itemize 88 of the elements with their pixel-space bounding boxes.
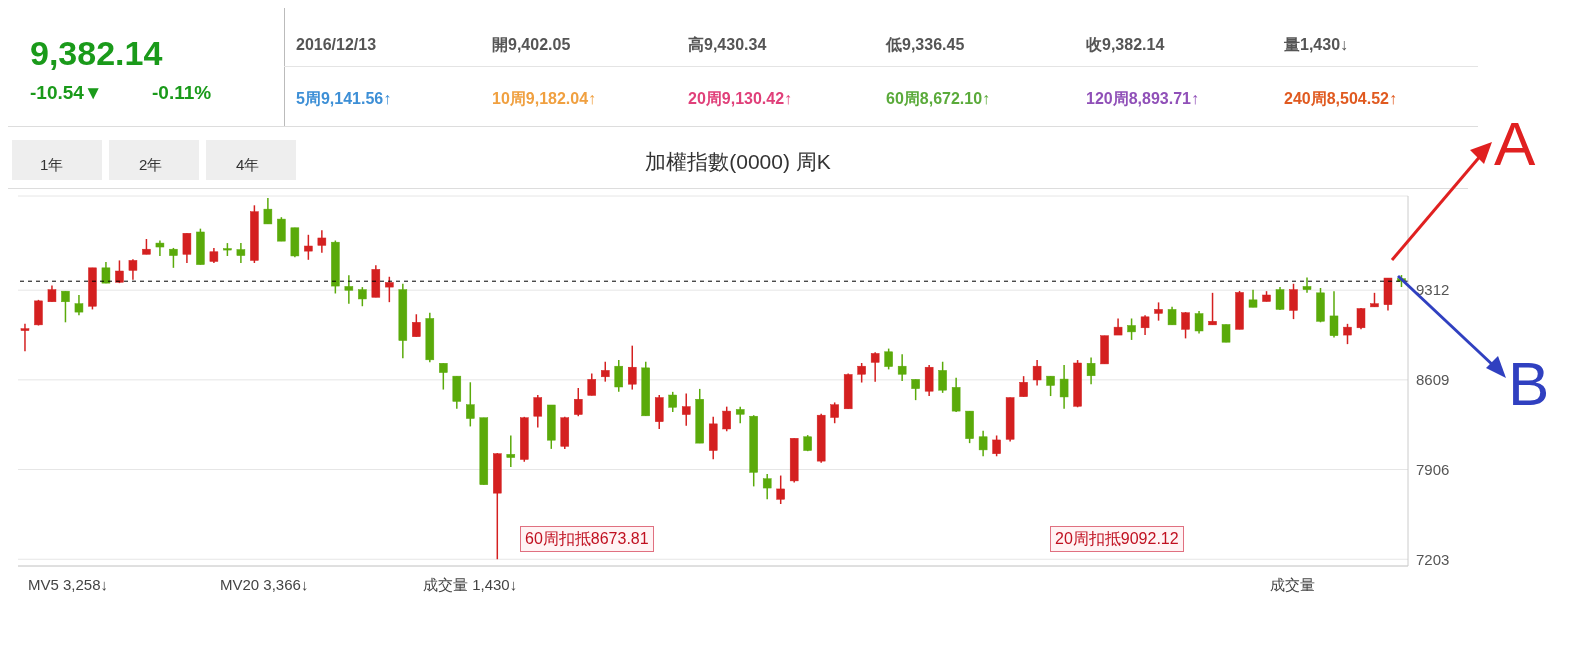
candlestick <box>74 294 84 317</box>
candlestick <box>1329 290 1339 339</box>
text: 成交量 1,430↓ <box>423 576 518 594</box>
candlestick <box>182 232 192 264</box>
candlestick <box>857 362 866 384</box>
text: 4年 <box>236 156 260 174</box>
candlestick <box>169 247 178 269</box>
candlestick <box>762 473 772 501</box>
candlestick <box>951 376 961 413</box>
candlestick <box>101 261 111 284</box>
text: A <box>1494 108 1536 180</box>
candlestick <box>911 378 920 401</box>
candlestick <box>1302 276 1312 294</box>
candlestick <box>884 347 893 371</box>
text: 10周9,182.04↑ <box>492 90 597 109</box>
text: 9,382.14 <box>30 34 163 74</box>
candlestick <box>681 392 691 427</box>
candlestick <box>870 351 880 383</box>
candlestick <box>128 258 138 281</box>
candlestick <box>1032 359 1042 387</box>
candlestick <box>924 364 934 397</box>
text: 20周9,130.42↑ <box>688 90 793 109</box>
y-tick-label: 7203 <box>1416 550 1450 568</box>
chart-title: 加權指數(0000) 周K <box>644 149 832 175</box>
annotation: 60周扣抵8673.81 <box>520 526 654 553</box>
candlestick <box>1127 317 1136 341</box>
text: 120周8,893.71↑ <box>1086 90 1199 109</box>
text: B <box>1508 348 1550 420</box>
candlestick <box>439 362 448 391</box>
candlestick <box>978 429 988 458</box>
text: -10.54▼ <box>30 82 103 104</box>
candlestick <box>412 313 421 338</box>
candlestick <box>236 242 246 264</box>
candlestick <box>466 381 475 428</box>
candlestick <box>263 197 273 225</box>
candlestick <box>1194 310 1204 335</box>
text: 1年 <box>40 156 64 174</box>
text: 收9,382.14 <box>1086 36 1165 55</box>
text: -0.11% <box>152 82 212 104</box>
candlestick <box>1154 301 1163 322</box>
y-tick-label: 7906 <box>1416 460 1450 478</box>
y-tick-label: 8609 <box>1416 371 1450 389</box>
text: 高9,430.34 <box>688 36 767 55</box>
annotation: 20周扣抵9092.12 <box>1050 526 1184 553</box>
candlestick <box>34 299 43 327</box>
text: 低9,336.45 <box>886 36 965 55</box>
candlestick <box>506 434 516 468</box>
candlestick <box>344 274 354 305</box>
candlestick <box>1208 292 1217 326</box>
candlestick <box>614 359 624 393</box>
candlestick <box>61 290 70 324</box>
candlestick <box>587 372 597 397</box>
candlestick <box>830 401 839 424</box>
text: MV5 3,258↓ <box>28 576 109 594</box>
candlestick <box>897 353 907 382</box>
candlestick <box>992 434 1001 458</box>
candlestick <box>277 216 286 242</box>
text: MV20 3,366↓ <box>220 576 309 594</box>
candlestick <box>776 474 785 505</box>
candlestick <box>574 387 583 417</box>
candlestick <box>304 234 313 261</box>
candlestick <box>1059 364 1069 410</box>
text: 2年 <box>139 156 163 174</box>
candlestick <box>1086 356 1096 385</box>
text: 240周8,504.52↑ <box>1284 90 1397 109</box>
candlestick <box>938 360 947 394</box>
text: 2016/12/13 <box>296 36 377 55</box>
text: 開9,402.05 <box>492 36 571 55</box>
candlestick <box>722 405 731 433</box>
candlestick <box>601 360 610 383</box>
candlestick <box>1019 375 1028 398</box>
candlestick <box>1343 323 1352 345</box>
candlestick <box>1046 375 1055 397</box>
candlestick <box>668 391 677 413</box>
text: 60周8,672.10↑ <box>886 90 991 109</box>
text: 量1,430↓ <box>1284 36 1349 55</box>
candlestick <box>317 229 327 254</box>
candlestick <box>385 276 394 303</box>
candlestick <box>20 323 30 352</box>
text: 成交量 <box>1270 576 1315 594</box>
candlestick <box>628 344 637 391</box>
candlestick <box>1181 311 1190 340</box>
candlestick <box>1140 314 1150 336</box>
candlestick <box>1289 283 1298 320</box>
candlestick <box>533 394 543 429</box>
text: 5周9,141.56↑ <box>296 90 392 109</box>
y-tick-label: 9312 <box>1416 281 1450 299</box>
candlestick <box>358 286 367 307</box>
